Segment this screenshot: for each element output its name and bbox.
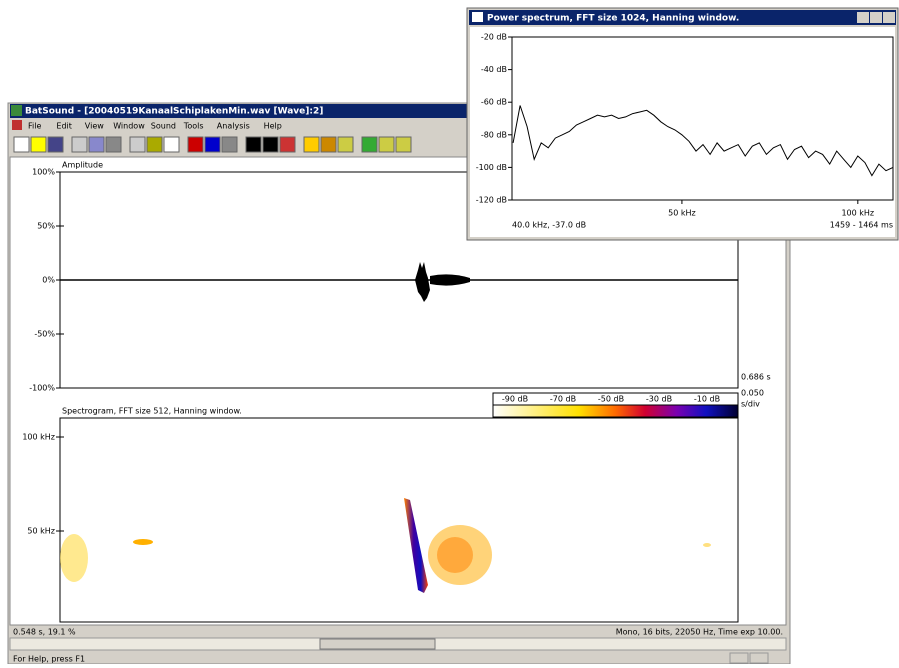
blob [437, 537, 473, 573]
time-range: 1459 - 1464 ms [830, 221, 893, 230]
toolbar-button[interactable] [14, 137, 29, 152]
toolbar-button[interactable] [222, 137, 237, 152]
spectrum-window: Power spectrum, FFT size 1024, Hanning w… [467, 8, 898, 240]
y-tick-label: -80 dB [481, 130, 507, 139]
x-tick-label: 100 kHz [841, 209, 874, 218]
toolbar-button[interactable] [205, 137, 220, 152]
y-tick-label: -20 dB [481, 33, 507, 42]
menu-item[interactable]: Tools [183, 122, 204, 131]
x-tick-label: 50 kHz [668, 209, 696, 218]
y-tick-label: 0% [42, 276, 55, 285]
y-tick-label: -120 dB [476, 196, 507, 205]
toolbar-button[interactable] [147, 137, 162, 152]
toolbar-button[interactable] [106, 137, 121, 152]
colorbar-label: -70 dB [550, 395, 576, 404]
close-button[interactable] [883, 12, 895, 23]
window-title: BatSound - [20040519KanaalSchiplakenMin.… [25, 107, 323, 117]
toolbar-button[interactable] [362, 137, 377, 152]
scale-label: 0.050 [741, 389, 764, 398]
colorbar-label: -50 dB [598, 395, 624, 404]
window-title: Power spectrum, FFT size 1024, Hanning w… [487, 14, 739, 24]
menu-item[interactable]: File [28, 122, 41, 131]
colorbar-label: -90 dB [502, 395, 528, 404]
scale-unit: s/div [741, 400, 760, 409]
menu-item[interactable]: Analysis [217, 122, 250, 131]
spectrum-plot [512, 37, 893, 200]
toolbar-button[interactable] [130, 137, 145, 152]
spectrogram-plot [60, 418, 738, 622]
y-tick-label: 50 kHz [27, 527, 55, 536]
toolbar-button[interactable] [31, 137, 46, 152]
y-tick-label: 50% [37, 222, 55, 231]
y-tick-label: 100 kHz [22, 433, 55, 442]
status-pane [730, 653, 748, 663]
toolbar-button[interactable] [280, 137, 295, 152]
toolbar-button[interactable] [396, 137, 411, 152]
status-pane [750, 653, 768, 663]
toolbar-button[interactable] [89, 137, 104, 152]
toolbar-button[interactable] [164, 137, 179, 152]
menu-item[interactable]: View [85, 122, 104, 131]
screen: BatSound - [20040519KanaalSchiplakenMin.… [0, 0, 899, 664]
time-label: 0.686 s [741, 373, 771, 382]
menu-item[interactable]: Sound [151, 122, 176, 131]
app-icon [11, 105, 22, 116]
minimize-button[interactable] [857, 12, 869, 23]
page: BatSound - [20040519KanaalSchiplakenMin.… [0, 0, 899, 664]
toolbar-button[interactable] [188, 137, 203, 152]
blob [60, 534, 88, 582]
menu-item[interactable]: Help [264, 122, 282, 131]
toolbar-button[interactable] [246, 137, 261, 152]
menu-item[interactable]: Edit [56, 122, 72, 131]
y-tick-label: 100% [32, 168, 55, 177]
toolbar-button[interactable] [304, 137, 319, 152]
blob [703, 543, 711, 547]
cursor-readout: 40.0 kHz, -37.0 dB [512, 221, 586, 230]
colorbar [493, 405, 738, 417]
cursor-info: 0.548 s, 19.1 % [13, 628, 76, 637]
toolbar-button[interactable] [72, 137, 87, 152]
toolbar-button[interactable] [321, 137, 336, 152]
y-tick-label: -100 dB [476, 163, 507, 172]
menu-item[interactable]: Window [113, 122, 145, 131]
y-tick-label: -60 dB [481, 98, 507, 107]
y-tick-label: -100% [29, 384, 55, 393]
amplitude-title: Amplitude [62, 161, 103, 170]
colorbar-label: -10 dB [694, 395, 720, 404]
maximize-button[interactable] [870, 12, 882, 23]
toolbar-button[interactable] [338, 137, 353, 152]
toolbar-button[interactable] [379, 137, 394, 152]
status-text: For Help, press F1 [13, 655, 85, 664]
y-tick-label: -50% [34, 330, 55, 339]
scroll-thumb[interactable] [320, 639, 435, 649]
y-tick-label: -40 dB [481, 65, 507, 74]
spectrogram-title: Spectrogram, FFT size 512, Hanning windo… [62, 407, 242, 416]
toolbar-button[interactable] [48, 137, 63, 152]
blob [133, 539, 153, 545]
doc-icon [12, 120, 22, 130]
toolbar-button[interactable] [263, 137, 278, 152]
window-icon [472, 12, 483, 22]
colorbar-label: -30 dB [646, 395, 672, 404]
format-info: Mono, 16 bits, 22050 Hz, Time exp 10.00. [616, 628, 783, 637]
